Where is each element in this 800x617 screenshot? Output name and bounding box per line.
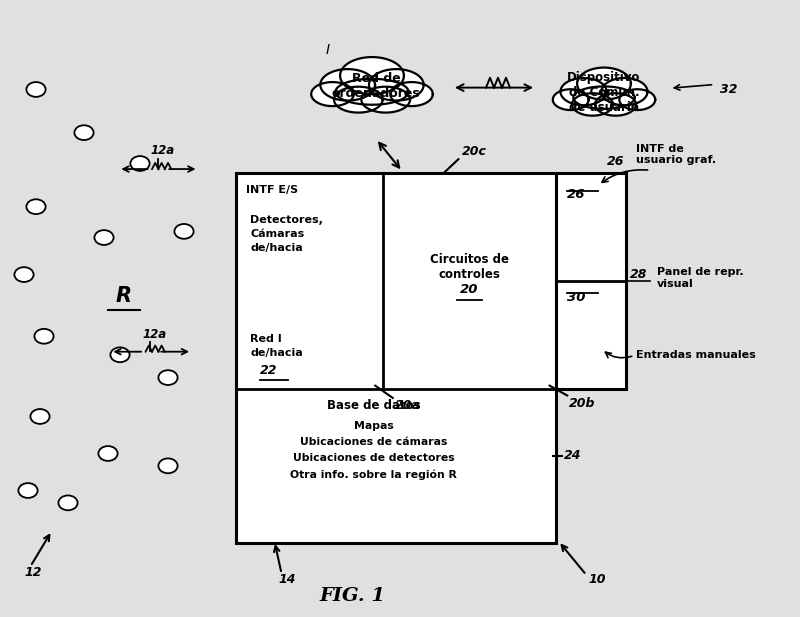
- Polygon shape: [311, 82, 354, 106]
- Text: 12: 12: [24, 566, 42, 579]
- Circle shape: [158, 458, 178, 473]
- Text: 12a: 12a: [150, 144, 174, 157]
- Circle shape: [26, 199, 46, 214]
- Circle shape: [18, 483, 38, 498]
- Text: Red I
de/hacia: Red I de/hacia: [250, 334, 303, 358]
- Text: Detectores,
Cámaras
de/hacia: Detectores, Cámaras de/hacia: [250, 215, 323, 253]
- Text: 28: 28: [630, 268, 647, 281]
- Text: 20b: 20b: [569, 397, 595, 410]
- Text: INTF E/S: INTF E/S: [246, 185, 298, 195]
- Circle shape: [30, 409, 50, 424]
- Circle shape: [14, 267, 34, 282]
- Polygon shape: [334, 87, 382, 112]
- Polygon shape: [572, 93, 613, 115]
- Polygon shape: [561, 78, 606, 106]
- Text: 22: 22: [260, 364, 278, 377]
- Text: Red de
ordenadores: Red de ordenadores: [332, 72, 420, 101]
- Text: 32: 32: [720, 83, 738, 96]
- Text: 30: 30: [567, 291, 586, 304]
- Polygon shape: [602, 78, 647, 106]
- Polygon shape: [335, 79, 409, 105]
- Polygon shape: [619, 89, 655, 110]
- Bar: [236, 173, 556, 543]
- Text: 12a: 12a: [142, 328, 166, 341]
- Polygon shape: [369, 69, 424, 101]
- Text: 20a: 20a: [395, 399, 421, 412]
- Polygon shape: [577, 68, 631, 99]
- Circle shape: [98, 446, 118, 461]
- Circle shape: [110, 347, 130, 362]
- Circle shape: [74, 125, 94, 140]
- Circle shape: [130, 156, 150, 171]
- Circle shape: [34, 329, 54, 344]
- Text: FIG. 1: FIG. 1: [319, 587, 385, 605]
- Text: Entradas manuales: Entradas manuales: [636, 350, 756, 360]
- Text: 26: 26: [607, 155, 625, 168]
- Polygon shape: [553, 89, 589, 110]
- Text: Base de datos: Base de datos: [326, 399, 421, 412]
- Circle shape: [26, 82, 46, 97]
- Text: INTF de
usuario graf.: INTF de usuario graf.: [636, 144, 716, 165]
- Polygon shape: [390, 82, 433, 106]
- Bar: [556, 173, 626, 389]
- Text: 20c: 20c: [462, 145, 486, 158]
- Text: 26: 26: [567, 188, 586, 201]
- Text: 10: 10: [588, 573, 606, 587]
- Text: I: I: [326, 43, 330, 57]
- Text: Circuitos de
controles: Circuitos de controles: [430, 254, 509, 281]
- Text: Panel de repr.
visual: Panel de repr. visual: [657, 267, 743, 289]
- Circle shape: [94, 230, 114, 245]
- Polygon shape: [574, 86, 634, 109]
- Polygon shape: [320, 69, 375, 101]
- Polygon shape: [595, 93, 636, 115]
- Text: Dispositivo
de Comun.
de usuario: Dispositivo de Comun. de usuario: [567, 71, 641, 114]
- Polygon shape: [340, 57, 404, 94]
- Text: Mapas
Ubicaciones de cámaras
Ubicaciones de detectores
Otra info. sobre la regió: Mapas Ubicaciones de cámaras Ubicaciones…: [290, 421, 457, 480]
- Circle shape: [174, 224, 194, 239]
- Text: 24: 24: [564, 449, 582, 463]
- Circle shape: [58, 495, 78, 510]
- Text: 14: 14: [278, 573, 296, 587]
- Polygon shape: [362, 87, 410, 112]
- Text: R: R: [116, 286, 132, 306]
- Circle shape: [158, 370, 178, 385]
- Text: 20: 20: [460, 283, 479, 297]
